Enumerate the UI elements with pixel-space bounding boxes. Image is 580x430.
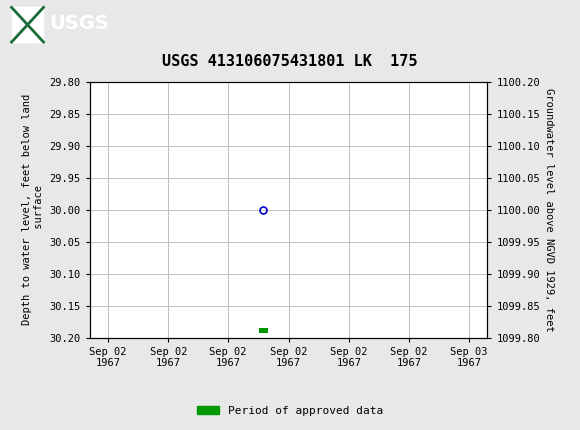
Y-axis label: Depth to water level, feet below land
 surface: Depth to water level, feet below land su… (23, 94, 44, 325)
Legend: Period of approved data: Period of approved data (193, 401, 387, 420)
Bar (12, 7, 43, 42)
Text: USGS 413106075431801 LK  175: USGS 413106075431801 LK 175 (162, 54, 418, 69)
Text: USGS: USGS (49, 14, 109, 33)
Y-axis label: Groundwater level above NGVD 1929, feet: Groundwater level above NGVD 1929, feet (544, 88, 554, 332)
Bar (259, 328, 268, 333)
